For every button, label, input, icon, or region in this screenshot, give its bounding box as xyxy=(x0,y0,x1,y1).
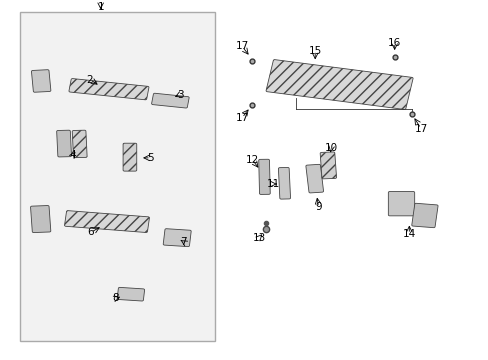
Text: 3: 3 xyxy=(177,90,183,100)
FancyBboxPatch shape xyxy=(117,287,144,301)
FancyBboxPatch shape xyxy=(320,152,336,179)
Text: 4: 4 xyxy=(69,150,76,160)
FancyBboxPatch shape xyxy=(31,70,51,92)
FancyBboxPatch shape xyxy=(30,206,51,233)
FancyBboxPatch shape xyxy=(69,78,149,100)
Text: 8: 8 xyxy=(112,293,119,303)
Text: 13: 13 xyxy=(252,233,265,243)
FancyBboxPatch shape xyxy=(123,143,137,171)
Text: 16: 16 xyxy=(387,38,401,48)
Text: 17: 17 xyxy=(235,41,248,51)
Bar xyxy=(20,12,215,341)
FancyBboxPatch shape xyxy=(387,192,414,216)
FancyBboxPatch shape xyxy=(57,130,71,157)
Text: 2: 2 xyxy=(86,75,93,85)
Text: 9: 9 xyxy=(315,202,321,212)
FancyBboxPatch shape xyxy=(72,130,87,158)
Text: 6: 6 xyxy=(87,227,94,237)
FancyBboxPatch shape xyxy=(278,167,290,199)
Text: 17: 17 xyxy=(413,123,427,134)
Text: 12: 12 xyxy=(245,155,259,165)
FancyBboxPatch shape xyxy=(151,93,189,108)
Text: 5: 5 xyxy=(147,153,154,163)
FancyBboxPatch shape xyxy=(265,60,412,109)
FancyBboxPatch shape xyxy=(258,159,270,194)
Text: 10: 10 xyxy=(324,143,337,153)
FancyBboxPatch shape xyxy=(64,211,149,233)
Text: 11: 11 xyxy=(266,179,280,189)
Text: 15: 15 xyxy=(308,46,321,56)
Text: 7: 7 xyxy=(180,237,186,247)
FancyBboxPatch shape xyxy=(411,203,437,228)
Text: 1: 1 xyxy=(97,2,104,12)
FancyBboxPatch shape xyxy=(163,229,191,247)
Text: 14: 14 xyxy=(402,229,415,239)
Text: 17: 17 xyxy=(235,113,248,123)
FancyBboxPatch shape xyxy=(305,165,323,193)
